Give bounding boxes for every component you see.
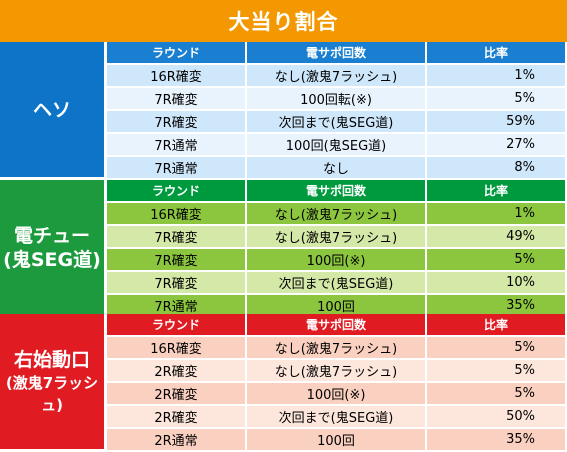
cell-ratio: 5% (425, 337, 565, 358)
header-ratio: 比率 (425, 180, 565, 201)
cell-round: 16R確変 (150, 342, 202, 357)
table-row: 7R確変 次回まで(鬼SEG道) 59% (107, 111, 565, 134)
cell-ratio: 49% (425, 226, 565, 247)
cell-ratio: 5% (425, 360, 565, 381)
cell-round: 7R確変 (154, 254, 198, 269)
cell-support: なし(激鬼7ラッシュ) (245, 203, 425, 224)
cell-round: 7R通常 (154, 300, 198, 315)
section-label-denchu: 電チュー (鬼SEG道) (0, 180, 106, 315)
section-label-line: ヘソ (32, 98, 71, 121)
header-support: 電サポ回数 (245, 314, 425, 335)
cell-round: 7R確変 (154, 116, 198, 131)
cell-round: 2R確変 (154, 388, 198, 403)
cell-ratio: 35% (425, 295, 565, 316)
table-row: 2R通常 100回 35% (107, 429, 565, 452)
table-row: 16R確変 なし(激鬼7ラッシュ) 1% (107, 203, 565, 226)
cell-support: なし(激鬼7ラッシュ) (245, 337, 425, 358)
cell-support: 次回まで(鬼SEG道) (245, 272, 425, 293)
header-round: ラウンド (151, 318, 200, 332)
header-support: 電サポ回数 (245, 42, 425, 63)
header-row: ラウンド 電サポ回数 比率 (107, 314, 565, 337)
section-migi: 右始動口 (激鬼7ラッシュ) ラウンド 電サポ回数 比率 16R確変 なし(激鬼… (0, 314, 567, 452)
cell-ratio: 10% (425, 272, 565, 293)
cell-ratio: 50% (425, 406, 565, 427)
cell-support: 次回まで(鬼SEG道) (245, 406, 425, 427)
cell-ratio: 35% (425, 429, 565, 450)
cell-round: 2R通常 (154, 434, 198, 449)
section-label-line: 電チュー (13, 224, 90, 247)
header-round: ラウンド (151, 184, 200, 198)
cell-support: 次回まで(鬼SEG道) (245, 111, 425, 132)
cell-support: 100回(※) (245, 249, 425, 270)
section-rows: ラウンド 電サポ回数 比率 16R確変 なし(激鬼7ラッシュ) 1% 7R確変 … (107, 180, 565, 318)
cell-support: なし (245, 157, 425, 178)
cell-support: 100回 (245, 429, 425, 450)
cell-support: 100回(鬼SEG道) (245, 134, 425, 155)
cell-support: なし(激鬼7ラッシュ) (245, 226, 425, 247)
table-row: 16R確変 なし(激鬼7ラッシュ) 1% (107, 65, 565, 88)
cell-round: 7R通常 (154, 139, 198, 154)
cell-ratio: 1% (425, 203, 565, 224)
header-round: ラウンド (151, 46, 200, 60)
section-rows: ラウンド 電サポ回数 比率 16R確変 なし(激鬼7ラッシュ) 1% 7R確変 … (107, 42, 565, 180)
table-row: 7R通常 なし 8% (107, 157, 565, 180)
header-ratio: 比率 (425, 314, 565, 335)
section-label-line: 右始動口 (13, 348, 90, 371)
table-row: 7R確変 100回(※) 5% (107, 249, 565, 272)
section-rows: ラウンド 電サポ回数 比率 16R確変 なし(激鬼7ラッシュ) 5% 2R確変 … (107, 314, 565, 452)
table-row: 7R通常 100回(鬼SEG道) 27% (107, 134, 565, 157)
cell-round: 16R確変 (150, 70, 202, 85)
table-row: 7R確変 100回転(※) 5% (107, 88, 565, 111)
section-label-migi: 右始動口 (激鬼7ラッシュ) (0, 314, 106, 449)
cell-round: 7R通常 (154, 162, 198, 177)
section-label-line: (激鬼7ラッシュ) (5, 373, 99, 414)
cell-support: 100回転(※) (245, 88, 425, 109)
cell-round: 7R確変 (154, 93, 198, 108)
table-title: 大当り割合 (0, 0, 567, 42)
section-label-heso: ヘソ (0, 42, 106, 177)
cell-ratio: 5% (425, 249, 565, 270)
cell-round: 16R確変 (150, 208, 202, 223)
section-label-line: (鬼SEG道) (3, 248, 101, 271)
header-ratio: 比率 (425, 42, 565, 63)
header-row: ラウンド 電サポ回数 比率 (107, 42, 565, 65)
cell-round: 7R確変 (154, 231, 198, 246)
table-row: 2R確変 100回(※) 5% (107, 383, 565, 406)
cell-ratio: 1% (425, 65, 565, 86)
cell-ratio: 5% (425, 88, 565, 109)
cell-round: 2R確変 (154, 411, 198, 426)
cell-support: なし(激鬼7ラッシュ) (245, 65, 425, 86)
cell-ratio: 8% (425, 157, 565, 178)
header-support: 電サポ回数 (245, 180, 425, 201)
table-row: 7R確変 次回まで(鬼SEG道) 10% (107, 272, 565, 295)
cell-support: 100回 (245, 295, 425, 316)
table-row: 2R確変 なし(激鬼7ラッシュ) 5% (107, 360, 565, 383)
cell-support: なし(激鬼7ラッシュ) (245, 360, 425, 381)
cell-round: 2R確変 (154, 365, 198, 380)
cell-support: 100回(※) (245, 383, 425, 404)
cell-ratio: 27% (425, 134, 565, 155)
table-row: 16R確変 なし(激鬼7ラッシュ) 5% (107, 337, 565, 360)
table-row: 7R確変 なし(激鬼7ラッシュ) 49% (107, 226, 565, 249)
header-row: ラウンド 電サポ回数 比率 (107, 180, 565, 203)
cell-round: 7R確変 (154, 277, 198, 292)
table-row: 2R確変 次回まで(鬼SEG道) 50% (107, 406, 565, 429)
cell-ratio: 59% (425, 111, 565, 132)
section-denchu: 電チュー (鬼SEG道) ラウンド 電サポ回数 比率 16R確変 なし(激鬼7ラ… (0, 180, 567, 318)
section-heso: ヘソ ラウンド 電サポ回数 比率 16R確変 なし(激鬼7ラッシュ) 1% 7R… (0, 42, 567, 180)
cell-ratio: 5% (425, 383, 565, 404)
